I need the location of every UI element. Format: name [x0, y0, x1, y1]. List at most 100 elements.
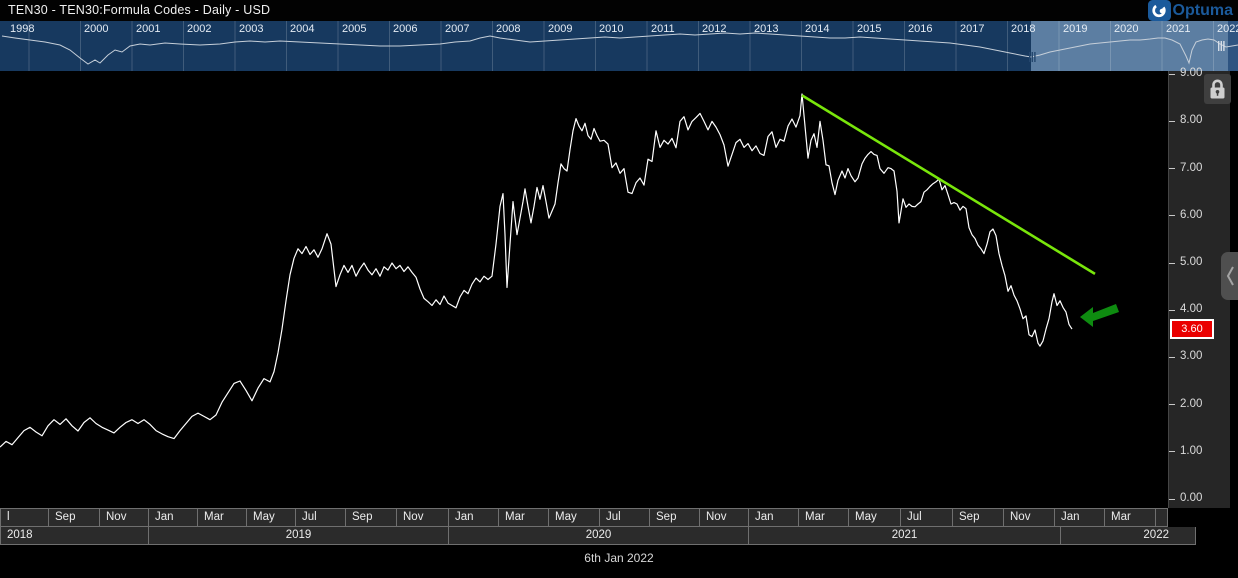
y-axis-label: 3.00: [1180, 350, 1203, 363]
x-axis-year-2020: 2020: [449, 527, 749, 544]
navigator-year-label: 2013: [754, 23, 779, 35]
y-axis-tick: [1169, 356, 1175, 358]
y-axis-label: 6.00: [1180, 208, 1203, 221]
optuma-logo: Optuma: [1147, 0, 1233, 21]
x-axis-month-empty: [1156, 509, 1168, 526]
y-axis-tick: [1169, 120, 1175, 122]
chart-title: TEN30 - TEN30:Formula Codes - Daily - US…: [8, 3, 271, 17]
navigator-left-handle[interactable]: [1029, 52, 1031, 62]
navigator-year-label: 2010: [599, 23, 624, 35]
x-axis-month-nov: Nov: [1004, 509, 1055, 526]
navigator-year-label: 2019: [1063, 23, 1088, 35]
x-axis-years[interactable]: 2018 2019 2020 2021 2022: [0, 527, 1196, 545]
navigator-year-label: 2020: [1114, 23, 1139, 35]
x-axis-month-mar: Mar: [1105, 509, 1156, 526]
y-axis-tick: [1169, 498, 1175, 500]
navigator-year-label: 2021: [1166, 23, 1191, 35]
x-axis-month-l: l: [1, 509, 49, 526]
y-axis-label: 5.00: [1180, 256, 1203, 268]
x-axis-month-jan: Jan: [1055, 509, 1105, 526]
y-axis-tick: [1169, 73, 1175, 75]
y-axis-tick: [1169, 309, 1175, 311]
x-axis-month-jan: Jan: [749, 509, 799, 526]
x-axis-month-sep: Sep: [346, 509, 397, 526]
navigator-year-label: 2003: [239, 23, 264, 35]
lock-icon: [1210, 79, 1225, 99]
navigator-right-handle[interactable]: [1218, 41, 1220, 51]
navigator-year-label: 2017: [960, 23, 985, 35]
navigator-year-label: 2018: [1011, 23, 1036, 35]
y-axis-label: 4.00: [1180, 303, 1203, 316]
y-axis[interactable]: 9.00 8.00 7.00 6.00 5.00 4.00 3.00 2.00 1.00 0.00: [1168, 67, 1230, 508]
x-axis-month-mar: Mar: [799, 509, 849, 526]
date-label: 6th Jan 2022: [584, 551, 654, 565]
navigator-year-label: 2006: [393, 23, 418, 35]
panel-collapse-tab[interactable]: [1221, 252, 1238, 300]
navigator-year-label: 2000: [84, 23, 109, 35]
x-axis-year-2018: 2018: [1, 527, 149, 544]
last-price-label: 3.60: [1170, 319, 1214, 340]
y-axis-tick: [1169, 215, 1175, 217]
y-axis-label: 8.00: [1180, 114, 1203, 127]
y-axis-label: 9.00: [1180, 67, 1203, 80]
x-axis-month-may: May: [247, 509, 296, 526]
x-axis-year-2019: 2019: [149, 527, 449, 544]
x-axis-month-jan: Jan: [149, 509, 198, 526]
y-axis-label: 2.00: [1180, 397, 1203, 410]
navigator-year-label: 2015: [857, 23, 882, 35]
x-axis-months[interactable]: l Sep Nov Jan Mar May Jul Sep Nov Jan Mar May Jul Sep…: [0, 508, 1168, 527]
y-axis-label: 0.00: [1180, 492, 1203, 504]
navigator-year-label: 2016: [908, 23, 933, 35]
navigator-year-label: 2005: [342, 23, 367, 35]
navigator-year-label: 2004: [290, 23, 315, 35]
optuma-logo-icon: [1147, 0, 1171, 21]
navigator-year-label: 2002: [187, 23, 212, 35]
x-axis-month-nov: Nov: [397, 509, 449, 526]
title-bar: TEN30 - TEN30:Formula Codes - Daily - US…: [0, 0, 1238, 21]
y-axis-label: 7.00: [1180, 161, 1203, 174]
x-axis-month-mar: Mar: [499, 509, 549, 526]
timeline-navigator[interactable]: 1998 2000 2001 2002 2003 2004 2005 2006 2007 2008…: [0, 21, 1238, 71]
navigator-right-handle[interactable]: [1220, 41, 1222, 51]
arrow-annotation[interactable]: [1080, 304, 1119, 327]
navigator-year-label: 2007: [445, 23, 470, 35]
x-axis-month-mar: Mar: [198, 509, 247, 526]
x-axis-month-may: May: [849, 509, 901, 526]
y-axis-tick: [1169, 404, 1175, 406]
x-axis-year-2022: 2022: [1061, 527, 1196, 544]
navigator-left-handle[interactable]: [1034, 52, 1036, 62]
price-line-series: [0, 93, 1073, 448]
x-axis-month-jul: Jul: [296, 509, 346, 526]
navigator-chart: [1, 21, 1238, 71]
navigator-left-handle[interactable]: [1031, 52, 1033, 62]
y-axis-tick: [1169, 168, 1175, 170]
x-axis-month-jul: Jul: [901, 509, 953, 526]
navigator-selection-range[interactable]: [1031, 21, 1228, 71]
x-axis-month-jan: Jan: [449, 509, 499, 526]
navigator-year-label: 2014: [805, 23, 830, 35]
navigator-year-label: 2009: [548, 23, 573, 35]
x-axis-month-sep: Sep: [650, 509, 700, 526]
x-axis-month-sep: Sep: [49, 509, 100, 526]
optuma-logo-text: Optuma: [1172, 1, 1233, 19]
navigator-year-label: 2008: [496, 23, 521, 35]
x-axis-year-2021: 2021: [749, 527, 1061, 544]
x-axis-month-sep: Sep: [953, 509, 1004, 526]
navigator-year-label: 2011: [651, 23, 675, 35]
navigator-year-label: 2012: [702, 23, 727, 35]
x-axis-month-nov: Nov: [100, 509, 149, 526]
navigator-right-handle[interactable]: [1223, 41, 1225, 51]
y-axis-tick: [1169, 451, 1175, 453]
chart-area[interactable]: [0, 71, 1168, 508]
y-axis-label: 1.00: [1180, 444, 1203, 457]
navigator-year-label: 2022: [1217, 23, 1238, 35]
x-axis-month-jul: Jul: [600, 509, 650, 526]
chevron-left-icon: [1226, 266, 1234, 286]
trendline-annotation[interactable]: [801, 94, 1096, 276]
x-axis-month-may: May: [549, 509, 600, 526]
navigator-mini-line: [1, 32, 1238, 65]
navigator-year-label: 1998: [10, 23, 35, 35]
lock-button[interactable]: [1204, 74, 1231, 104]
navigator-year-label: 2001: [136, 23, 161, 35]
